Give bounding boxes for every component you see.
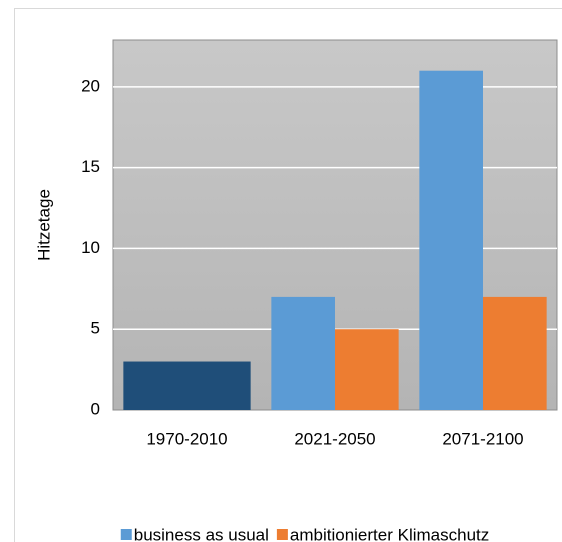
x-tick-label: 1970-2010: [146, 429, 227, 448]
y-tick-label: 5: [91, 319, 100, 338]
legend: business as usual ambitionierter Klimasch…: [120, 525, 489, 542]
y-tick-label: 15: [81, 157, 100, 176]
y-axis-label: Hitzetage: [34, 189, 53, 261]
bar: [419, 70, 483, 410]
bar: [483, 296, 547, 410]
legend-label: business as usual: [134, 525, 269, 542]
y-tick-label: 0: [91, 399, 100, 418]
y-tick-label: 10: [81, 238, 100, 257]
x-tick-label: 2071-2100: [442, 429, 523, 448]
bar: [335, 329, 399, 410]
bar: [271, 296, 335, 410]
y-tick-label: 20: [81, 76, 100, 95]
legend-swatch: [276, 529, 288, 540]
bar: [123, 361, 251, 410]
chart-border: [14, 8, 562, 542]
legend-label: ambitionierter Klimaschutz: [290, 525, 489, 542]
x-tick-label: 2021-2050: [294, 429, 375, 448]
legend-swatch: [120, 529, 132, 540]
